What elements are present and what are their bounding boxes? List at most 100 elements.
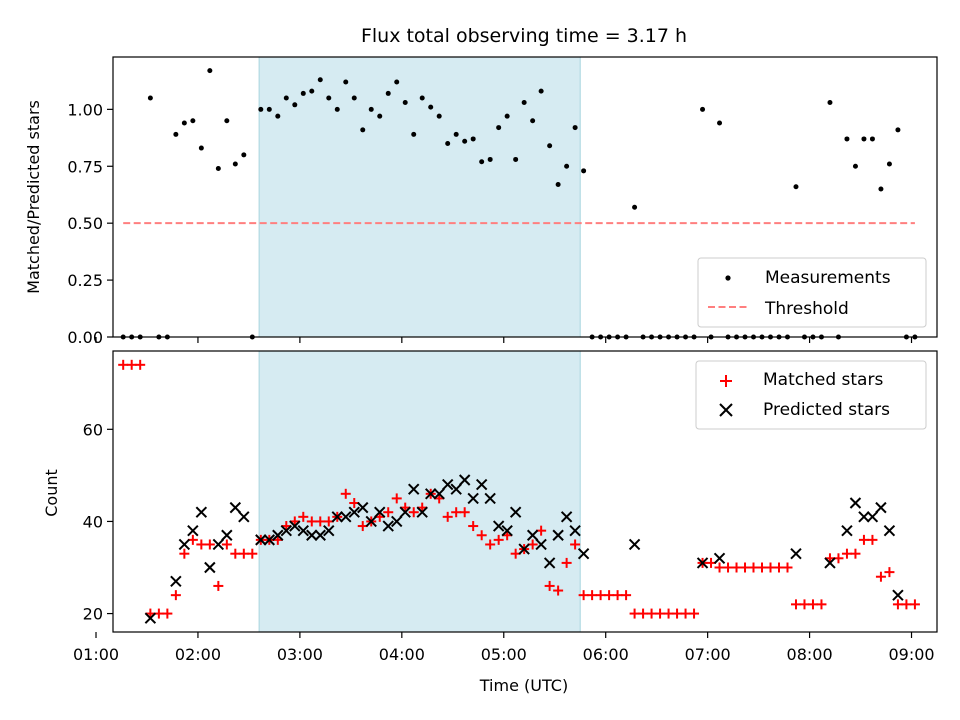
matched-star-point (493, 534, 504, 545)
matched-star-point (892, 599, 903, 610)
matched-star-point (221, 539, 232, 550)
matched-star-point (790, 599, 801, 610)
measurement-point (368, 106, 374, 112)
matched-star-point (118, 359, 129, 370)
predicted-star-point (441, 478, 454, 491)
chart-title: Flux total observing time = 3.17 h (361, 25, 687, 47)
top-panel: Flux total observing time = 3.17 h 0.00 0… (24, 25, 938, 347)
matched-star-point (748, 562, 759, 573)
measurement-point (292, 102, 298, 108)
measurement-point (334, 106, 340, 112)
measurement-point (496, 125, 502, 131)
legend-marker-predicted (719, 403, 733, 417)
matched-star-point (468, 521, 479, 532)
matched-star-point (162, 608, 173, 619)
matched-star-point (901, 599, 912, 610)
matched-star-point (408, 507, 419, 518)
measurement-point (844, 136, 850, 142)
measurement-point (428, 104, 434, 110)
measurement-point (521, 100, 527, 106)
predicted-star-point (221, 529, 233, 541)
measurement-point (504, 113, 510, 119)
legend-label-measurements: Measurements (765, 268, 891, 288)
measurement-point (513, 156, 519, 162)
predicted-star-point (467, 492, 479, 505)
measurement-point (861, 136, 867, 142)
predicted-star-point (374, 506, 386, 518)
predicted-star-point (212, 538, 225, 551)
y-tick-label: 20 (83, 605, 103, 624)
matched-star-point (306, 516, 317, 527)
matched-star-point (595, 590, 606, 601)
predicted-star-point (323, 524, 335, 537)
matched-star-point (646, 608, 657, 619)
x-tick-label: 04:00 (379, 645, 425, 664)
predicted-star-point (484, 492, 496, 505)
predicted-star-point (841, 524, 853, 537)
predicted-star-point (526, 529, 539, 541)
measurement-point (530, 118, 536, 124)
y-tick-label: 0.00 (67, 328, 103, 347)
measurement-point (895, 127, 901, 133)
measurement-point (258, 106, 264, 112)
y-tick-label: 1.00 (67, 100, 103, 119)
predicted-star-point (170, 575, 182, 588)
predicted-star-point (255, 534, 267, 546)
predicted-star-point (314, 529, 326, 541)
predicted-star-point (824, 557, 836, 569)
matched-star-point (196, 539, 207, 550)
predicted-star-point (289, 520, 301, 532)
matched-star-point (884, 567, 895, 578)
matched-star-point (621, 590, 632, 601)
matched-star-point (204, 539, 215, 550)
matched-star-point (213, 580, 224, 591)
matched-star-point (612, 590, 623, 601)
measurement-point (555, 181, 561, 187)
measurement-point (147, 95, 153, 101)
legend: Measurements Threshold (697, 257, 927, 328)
measurement-point (275, 113, 281, 119)
matched-star-point (135, 359, 146, 370)
predicted-star-point (892, 589, 904, 601)
predicted-star-point (577, 547, 590, 560)
predicted-star-point (365, 515, 377, 528)
predicted-star-point (178, 538, 191, 551)
measurement-point (419, 95, 425, 101)
matched-star-point (238, 548, 249, 559)
matched-star-point (850, 548, 861, 559)
measurement-point (317, 77, 323, 83)
matched-star-point (629, 608, 640, 619)
matched-star-point (247, 548, 258, 559)
measurement-point (572, 125, 578, 131)
measurement-point (377, 113, 383, 119)
measurement-point (436, 113, 442, 119)
predicted-star-point (535, 538, 547, 551)
measurement-point (793, 184, 799, 190)
matched-star-point (841, 548, 852, 559)
matched-star-point (909, 599, 920, 610)
predicted-star-point (408, 483, 420, 495)
matched-star-point (731, 562, 742, 573)
matched-star-point (807, 599, 818, 610)
legend-marker-measurements (725, 275, 731, 281)
measurement-point (462, 138, 468, 144)
measurement-point (827, 100, 833, 106)
predicted-star-point (560, 511, 573, 523)
measurement-point (886, 161, 892, 167)
measurement-point (564, 163, 570, 169)
matched-star-point (391, 493, 402, 504)
x-tick-label: 02:00 (175, 645, 221, 664)
measurement-point (385, 90, 391, 96)
predicted-star-point (790, 547, 802, 560)
measurement-point (283, 95, 289, 101)
predicted-star-point (280, 524, 293, 537)
plot-frame (112, 350, 938, 633)
predicted-star-point (569, 524, 581, 537)
predicted-star-point (433, 488, 445, 500)
measurement-point (207, 68, 213, 74)
x-axis-label: Time (UTC) (479, 676, 568, 695)
measurement-point (479, 159, 485, 165)
y-tick-label: 0.50 (67, 214, 103, 233)
predicted-star-point (195, 506, 208, 518)
